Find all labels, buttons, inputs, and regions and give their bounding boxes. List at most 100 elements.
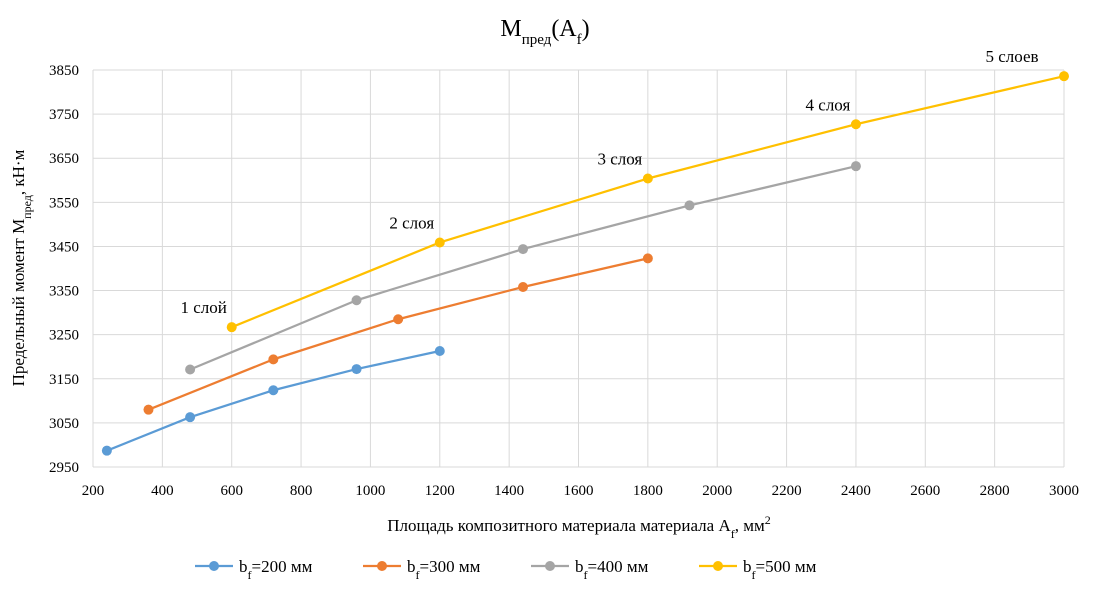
series-line: [189, 165, 857, 371]
y-tick-label: 3250: [49, 328, 79, 344]
legend-label-main: b: [239, 557, 248, 576]
x-tick-label: 1200: [425, 483, 455, 499]
annotations-layer: 1 слой 2 слоя 3 слоя 4 слоя 5 слоев: [181, 47, 1039, 317]
data-point: [351, 364, 362, 375]
y-tick-label: 3150: [49, 372, 79, 388]
data-point: [268, 354, 279, 365]
series-1: [143, 253, 653, 415]
data-point: [850, 161, 861, 172]
x-gridlines: [92, 70, 1065, 467]
legend-label-rest: =300 мм: [420, 557, 481, 576]
data-point: [351, 295, 362, 306]
legend-label-rest: =500 мм: [756, 557, 817, 576]
x-axis-title: Площадь композитного материала материала…: [387, 513, 771, 541]
y-tick-label: 3450: [49, 239, 79, 255]
x-axis-title-text: Площадь композитного материала материала…: [387, 516, 731, 535]
chart-title-text: Mпред(Af): [500, 16, 589, 48]
y-tick-label: 3850: [49, 63, 79, 79]
data-point: [1059, 71, 1069, 82]
y-axis-title: Предельный момент Mпред, кН·м: [9, 149, 34, 386]
x-tick-label: 600: [220, 483, 243, 499]
data-point: [185, 364, 196, 375]
series-0: [101, 345, 445, 456]
legend-label: bf=200 мм: [239, 557, 313, 582]
legend-label-rest: =200 мм: [252, 557, 313, 576]
x-tick-label: 200: [82, 483, 105, 499]
legend-swatch-marker: [377, 561, 387, 571]
legend-label-main: b: [575, 557, 584, 576]
annotation-label: 3 слоя: [597, 150, 642, 169]
legend-item: bf=300 мм: [363, 557, 481, 582]
y-tick-label: 3350: [49, 284, 79, 300]
x-tick-label: 3000: [1049, 483, 1079, 499]
series-2: [185, 161, 861, 375]
y-axis-title-unit: , кН·м: [9, 149, 28, 195]
legend-swatch-marker: [209, 561, 219, 571]
series-3: [226, 71, 1069, 333]
y-axis-title-sub: пред: [20, 195, 34, 219]
x-axis-title-unit: , мм: [735, 516, 765, 535]
data-point: [642, 173, 653, 184]
legend-label-main: b: [407, 557, 416, 576]
y-tick-label: 3750: [49, 107, 79, 123]
series-line: [106, 349, 441, 452]
chart-title-main: M: [500, 16, 521, 42]
data-point: [226, 322, 237, 333]
x-tick-label: 800: [290, 483, 313, 499]
legend-label: bf=300 мм: [407, 557, 481, 582]
data-point: [642, 253, 653, 264]
legend-label-main: b: [743, 557, 752, 576]
y-axis-title-text: Предельный момент M: [9, 219, 28, 387]
series-line: [148, 257, 649, 411]
x-tick-label: 2200: [772, 483, 802, 499]
data-point: [101, 445, 112, 456]
y-tick-label: 3550: [49, 195, 79, 211]
chart-title-main-sub: пред: [522, 32, 552, 48]
legend-label-sub: f: [584, 568, 588, 582]
legend-label-sub: f: [752, 568, 756, 582]
data-point: [434, 237, 445, 248]
x-tick-label: 2600: [910, 483, 940, 499]
y-tick-label: 3650: [49, 151, 79, 167]
legend-label-sub: f: [416, 568, 420, 582]
x-tick-label: 2400: [841, 483, 871, 499]
annotation-label: 4 слоя: [806, 95, 851, 114]
legend-swatch-marker: [713, 561, 723, 571]
y-tick-labels: 2950 3050 3150 3250 3350 3450 3550 3650 3750 3850: [49, 63, 79, 476]
data-point: [850, 119, 861, 130]
y-gridlines: [93, 69, 1064, 468]
annotation-label: 2 слоя: [389, 213, 434, 232]
annotation-label: 5 слоев: [985, 47, 1038, 66]
legend-item: bf=400 мм: [531, 557, 649, 582]
data-point: [393, 314, 404, 325]
x-tick-label: 2000: [702, 483, 732, 499]
x-tick-label: 2800: [980, 483, 1010, 499]
data-point: [518, 244, 529, 255]
legend-item: bf=500 мм: [699, 557, 817, 582]
chart-title-paren-sub: f: [577, 32, 582, 48]
legend-label-sub: f: [248, 568, 252, 582]
x-tick-label: 1600: [564, 483, 594, 499]
legend-swatch-marker: [545, 561, 555, 571]
data-point: [434, 345, 445, 356]
x-axis-title-sup: 2: [765, 513, 771, 527]
data-point: [518, 282, 529, 293]
legend-label: bf=500 мм: [743, 557, 817, 582]
y-tick-label: 3050: [49, 416, 79, 432]
legend-label-rest: =400 мм: [588, 557, 649, 576]
data-point: [143, 404, 154, 415]
chart-title-paren-open: (A: [551, 16, 577, 42]
legend-item: bf=200 мм: [195, 557, 313, 582]
y-tick-label: 2950: [49, 460, 79, 476]
data-point: [268, 385, 279, 396]
legend-label: bf=400 мм: [575, 557, 649, 582]
data-point: [185, 412, 196, 423]
x-tick-label: 1400: [494, 483, 524, 499]
annotation-label: 1 слой: [181, 298, 227, 317]
x-tick-label: 1800: [633, 483, 663, 499]
series-layer: [101, 71, 1069, 456]
x-tick-labels: 200 400 600 800 1000 1200 1400 1600 1800 2000 2200…: [82, 483, 1079, 499]
data-point: [684, 200, 695, 211]
x-tick-label: 400: [151, 483, 174, 499]
